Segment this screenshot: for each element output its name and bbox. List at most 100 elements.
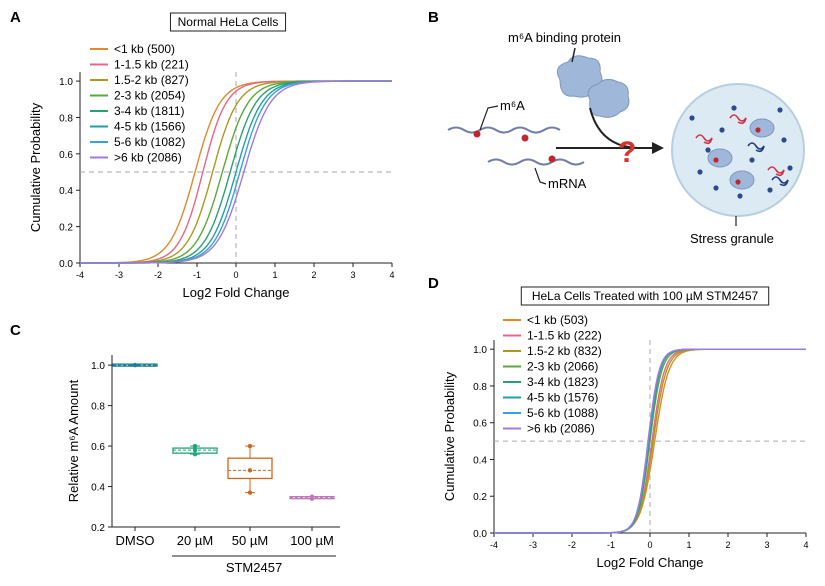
y-tick-label: 0.6 <box>91 442 105 453</box>
chart-a: 0.0 0.2 0.4 0.6 0.8 1.0 -4 -3 -2 -1 0 1 2 3 4 <1 kb (50… <box>28 12 395 300</box>
chart-title: Normal HeLa Cells <box>178 15 279 29</box>
box-point <box>192 443 198 449</box>
x-tick-label: 50 µM <box>232 533 268 548</box>
box-point <box>247 490 253 495</box>
diagram-b: m⁶A binding protein m⁶A mRNA ? Stress gr… <box>447 30 805 246</box>
granule-dot <box>697 169 703 175</box>
granule-m6a-icon <box>755 127 761 133</box>
granule-protein-icon <box>729 170 755 190</box>
chart-d: 0.0 0.2 0.4 0.6 0.8 1.0 -4 -3 -2 -1 0 1 2 3 4 <1 kb (50… <box>442 286 809 570</box>
y-tick-label: 1.0 <box>473 345 487 356</box>
mrna-strand-2 <box>487 158 585 166</box>
granule-dot <box>713 185 719 191</box>
m6a-mark-icon <box>521 134 529 142</box>
box-point <box>247 468 253 473</box>
series-line-7 <box>80 80 392 264</box>
x-tick-label: 1 <box>272 270 277 280</box>
x-tick-label: -1 <box>607 540 615 550</box>
legend-label: 2-3 kb (2054) <box>114 89 185 103</box>
y-tick-label: 0.2 <box>59 223 73 234</box>
y-tick-label: 0.4 <box>473 455 487 466</box>
legend-label: 4-5 kb (1576) <box>527 391 598 405</box>
question-mark-icon: ? <box>618 136 636 169</box>
box-point <box>309 494 315 499</box>
y-tick-label: 0.6 <box>59 150 73 161</box>
x-tick-label: 100 µM <box>290 533 334 548</box>
granule-rna-icon <box>747 142 765 153</box>
box-body <box>227 457 273 480</box>
y-axis-label: Cumulative Probability <box>28 102 43 232</box>
y-tick-label: 1.0 <box>59 77 73 88</box>
stress-granule-icon <box>671 83 805 217</box>
y-tick-label: 0.2 <box>473 492 487 503</box>
granule-rna-icon <box>729 114 747 125</box>
chart-c: 0.2 0.4 0.6 0.8 1.0 DMSO 20 µM 50 µM 100 µM STM24… <box>66 355 340 575</box>
x-tick-label: -2 <box>154 270 162 280</box>
x-tick-label: 1 <box>686 540 691 550</box>
x-axis-label: STM2457 <box>226 560 282 575</box>
granule-label: Stress granule <box>690 231 774 246</box>
x-tick-label: 2 <box>311 270 316 280</box>
x-tick-label: -1 <box>193 270 201 280</box>
granule-rna-icon <box>767 166 785 177</box>
granule-dot <box>777 107 783 113</box>
m6a-mark-icon <box>548 155 556 163</box>
m6a-pointer <box>479 105 499 131</box>
granule-protein-icon <box>707 148 733 168</box>
granule-dot <box>689 115 695 121</box>
granule-m6a-icon <box>735 179 741 185</box>
legend-label: 1-1.5 kb (221) <box>114 58 189 72</box>
y-axis-label: Cumulative Probability <box>442 371 457 501</box>
protein-pointer <box>571 47 576 63</box>
granule-m6a-icon <box>713 157 719 163</box>
granule-dot <box>719 127 725 133</box>
x-tick-label: 3 <box>350 270 355 280</box>
granule-dot <box>781 137 787 143</box>
y-tick-label: 0.6 <box>473 419 487 430</box>
x-axis-label: Log2 Fold Change <box>183 285 290 300</box>
legend-label: 1-1.5 kb (222) <box>527 329 602 343</box>
y-tick-label: 0.4 <box>59 186 73 197</box>
y-tick-label: 1.0 <box>91 361 105 372</box>
box-point <box>192 451 198 457</box>
panel-label-c: C <box>10 322 21 339</box>
panel-label-d: D <box>428 275 439 292</box>
m6a-mark-icon <box>473 130 481 138</box>
mrna-strand-1 <box>447 126 561 134</box>
x-tick-label: 20 µM <box>177 533 213 548</box>
x-tick-label: -4 <box>490 540 498 550</box>
protein-label: m⁶A binding protein <box>508 30 621 45</box>
granule-dot <box>705 147 711 153</box>
y-tick-label: 0.4 <box>91 483 105 494</box>
series-line-7 <box>494 348 806 534</box>
arrow-head-icon <box>652 142 664 154</box>
legend-label: 5-6 kb (1082) <box>114 135 185 149</box>
mrna-label: mRNA <box>548 176 587 191</box>
granule-dot <box>737 193 743 199</box>
y-tick-label: 0.8 <box>91 402 105 413</box>
x-tick-label: -4 <box>76 270 84 280</box>
legend-label: 4-5 kb (1566) <box>114 120 185 134</box>
granule-dot <box>731 105 737 111</box>
x-tick-label: 2 <box>725 540 730 550</box>
x-tick-label: -3 <box>115 270 123 280</box>
granule-rna-icon <box>771 176 789 187</box>
x-tick-label: 0 <box>647 540 652 550</box>
legend-label: <1 kb (503) <box>527 313 588 327</box>
box-point <box>132 362 138 368</box>
legend-label: 3-4 kb (1811) <box>114 104 184 118</box>
x-axis-label: Log2 Fold Change <box>597 555 704 570</box>
legend-label: >6 kb (2086) <box>527 422 595 436</box>
y-tick-label: 0.0 <box>473 529 487 540</box>
legend-label: 2-3 kb (2066) <box>527 360 598 374</box>
x-tick-label: -3 <box>529 540 537 550</box>
y-axis-label: Relative m⁶A Amount <box>66 379 81 502</box>
granule-contents <box>689 105 793 199</box>
y-tick-label: 0.8 <box>59 113 73 124</box>
panel-label-b: B <box>428 9 439 26</box>
x-tick-label: 4 <box>803 540 808 550</box>
y-tick-label: 0.2 <box>91 523 105 534</box>
x-tick-label: 3 <box>764 540 769 550</box>
y-tick-label: 0.0 <box>59 259 73 270</box>
